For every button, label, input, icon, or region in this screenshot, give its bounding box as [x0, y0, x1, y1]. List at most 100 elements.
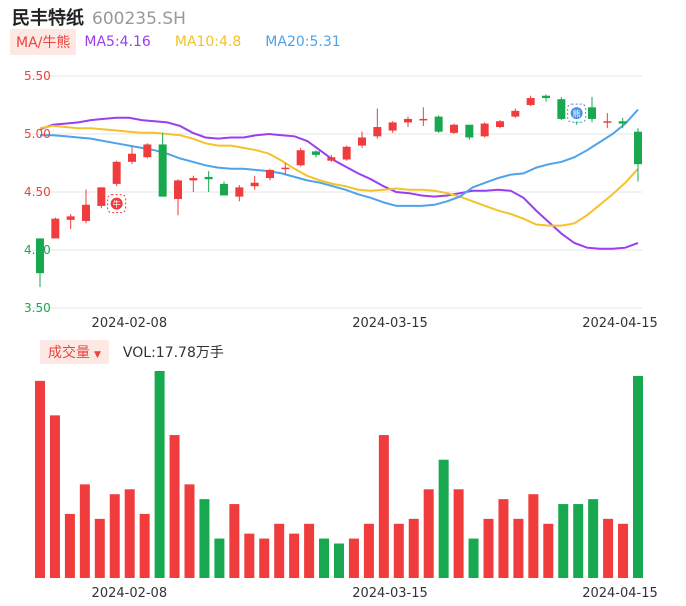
candle [342, 145, 351, 161]
volume-bar [334, 543, 344, 578]
date-tick-label: 2024-04-15 [582, 316, 658, 331]
ma-indicator-button[interactable]: MA/牛熊 [10, 29, 77, 55]
date-tick-label: 2024-03-15 [352, 586, 428, 601]
candle [250, 175, 259, 190]
candle-body [97, 187, 106, 206]
volume-bar [94, 518, 105, 578]
candle [158, 132, 167, 197]
price-grid [32, 75, 642, 309]
volume-bar [438, 459, 449, 578]
volume-bar [378, 435, 389, 578]
volume-button-label: 成交量 [48, 345, 90, 361]
candle-body [511, 110, 520, 117]
candle-body [112, 161, 121, 184]
candle-body [66, 216, 75, 220]
ma20-label: MA20:5.31 [265, 34, 341, 50]
candle [296, 147, 305, 167]
volume-value: VOL:17.78万手 [122, 345, 224, 361]
stock-header: 民丰特纸 600235.SH [12, 4, 186, 29]
date-tick-label: 2024-03-15 [352, 316, 428, 331]
stock-name: 民丰特纸 [12, 8, 84, 29]
ma10-label: MA10:4.8 [174, 34, 242, 50]
candle-body [618, 121, 627, 124]
ma10-line [39, 124, 639, 227]
candle [404, 116, 412, 128]
candle-body [143, 144, 152, 158]
volume-indicator-button[interactable]: 成交量 ▼ [40, 340, 109, 364]
bull-icon[interactable]: 牛 [107, 194, 127, 214]
candle [97, 187, 106, 209]
marker-glyph: 牛 [113, 199, 121, 209]
price-tick-label: 4.50 [24, 185, 51, 199]
candle-body [496, 121, 504, 128]
volume-bar [528, 494, 539, 578]
volume-bar [154, 371, 165, 578]
volume-bar [573, 504, 584, 578]
candle-body [634, 131, 642, 165]
volume-bar [184, 484, 195, 578]
candle-body [450, 124, 458, 133]
candle-body [465, 124, 474, 138]
candle [358, 131, 366, 148]
price-tick-label: 4.00 [24, 243, 51, 257]
candle [465, 124, 474, 140]
date-tick-label: 2024-02-08 [92, 316, 168, 331]
candle-body [204, 176, 213, 180]
candle [542, 94, 550, 102]
candle [281, 163, 290, 175]
volume-bar [35, 380, 45, 578]
candle-body [174, 180, 182, 199]
candle [51, 217, 60, 239]
volume-bar [618, 523, 629, 578]
volume-bar [289, 533, 300, 578]
candle [388, 121, 397, 133]
price-axis: 5.50 5.00 4.50 4.00 3.50 [24, 69, 51, 315]
candle-body [51, 218, 60, 239]
price-tick-label: 5.50 [24, 69, 51, 83]
candle [450, 123, 458, 134]
volume-bar [169, 435, 180, 578]
ma5-label: MA5:4.16 [84, 34, 151, 50]
caret-down-icon: ▼ [94, 350, 101, 360]
candle-body [128, 153, 136, 162]
price-tick-label: 5.00 [24, 127, 51, 141]
volume-bar [319, 538, 330, 578]
volume-bar [49, 415, 60, 578]
candle [526, 95, 535, 107]
candle [266, 168, 274, 181]
candle-body [542, 95, 550, 99]
candle [204, 171, 213, 192]
candle [557, 96, 566, 121]
price-tick-label: 3.50 [24, 301, 51, 315]
volume-bar [633, 375, 643, 578]
candle [618, 117, 627, 129]
volume-bar [244, 533, 255, 578]
candle [128, 146, 136, 165]
marker-glyph: 熊 [573, 109, 581, 119]
volume-bar [304, 523, 315, 578]
candle [327, 154, 336, 162]
volume-bar [453, 489, 464, 578]
candle-body [419, 118, 428, 121]
volume-bar [229, 504, 240, 578]
marker-dot [110, 197, 123, 210]
candle-body [358, 137, 366, 146]
candle-body [388, 122, 397, 131]
candle-body [266, 169, 274, 179]
date-tick-label: 2024-02-08 [92, 586, 168, 601]
candle-body [281, 167, 290, 170]
volume-series [35, 371, 643, 578]
volume-bar [64, 513, 75, 578]
ma-legend: MA/牛熊 MA5:4.16 MA10:4.8 MA20:5.31 [10, 29, 365, 55]
volume-bar [79, 484, 90, 578]
candle-body [189, 178, 198, 181]
candle-body [588, 107, 596, 119]
candle [82, 189, 90, 224]
candle [220, 181, 228, 196]
stock-code: 600235.SH [92, 9, 186, 29]
candle [143, 143, 152, 159]
bear-icon[interactable]: 熊 [567, 103, 587, 123]
volume-bar [423, 489, 434, 578]
candle-body [603, 121, 612, 123]
